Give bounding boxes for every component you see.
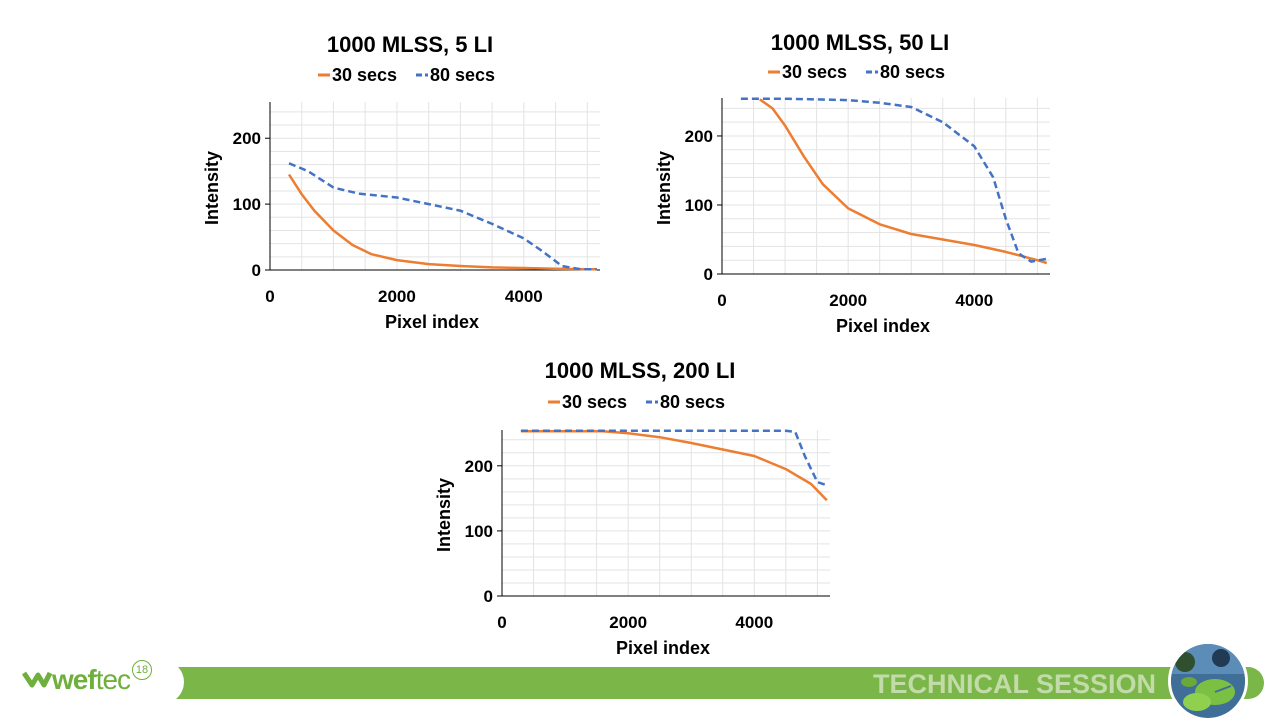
legend-label: 30 secs bbox=[562, 392, 627, 412]
y-tick-label: 200 bbox=[233, 129, 261, 148]
chart-title: 1000 MLSS, 50 LI bbox=[771, 30, 950, 55]
brand-name: weftec bbox=[52, 664, 131, 696]
y-tick-label: 100 bbox=[465, 522, 493, 541]
y-tick-label: 100 bbox=[685, 196, 713, 215]
x-axis-label: Pixel index bbox=[836, 316, 930, 336]
y-axis-label: Intensity bbox=[434, 478, 454, 552]
chart-title: 1000 MLSS, 200 LI bbox=[545, 358, 736, 383]
series-line-30-secs bbox=[287, 173, 597, 271]
x-tick-label: 0 bbox=[265, 287, 274, 306]
legend-label: 80 secs bbox=[880, 62, 945, 82]
x-tick-label: 4000 bbox=[955, 291, 993, 310]
legend-label: 30 secs bbox=[332, 65, 397, 85]
x-tick-label: 2000 bbox=[609, 613, 647, 632]
x-tick-label: 4000 bbox=[735, 613, 773, 632]
brand-main: wef bbox=[52, 664, 97, 695]
x-axis-label: Pixel index bbox=[616, 638, 710, 658]
y-axis-label: Intensity bbox=[202, 151, 222, 225]
y-tick-label: 0 bbox=[704, 265, 713, 284]
chart-legend: 30 secs 80 secs bbox=[318, 65, 495, 85]
chevron-logo-icon bbox=[22, 671, 52, 688]
lily-pad-image bbox=[1171, 644, 1245, 718]
footer-bar bbox=[14, 667, 1264, 699]
chart-grid bbox=[722, 98, 1050, 274]
series-line-30-secs bbox=[759, 98, 1048, 265]
chart-50li: 1000 MLSS, 50 LI 30 secs 80 secs 0 100 200 0 20… bbox=[640, 18, 1070, 338]
chart-5li: 1000 MLSS, 5 LI 30 secs 80 secs 0 100 200 0 200… bbox=[190, 20, 620, 340]
x-tick-label: 2000 bbox=[829, 291, 867, 310]
x-axis-label: Pixel index bbox=[385, 312, 479, 332]
legend-label: 80 secs bbox=[430, 65, 495, 85]
chart-legend: 30 secs 80 secs bbox=[768, 62, 945, 82]
y-tick-label: 200 bbox=[465, 457, 493, 476]
x-tick-label: 2000 bbox=[378, 287, 416, 306]
y-tick-label: 100 bbox=[233, 195, 261, 214]
series-line-80-secs bbox=[520, 429, 828, 487]
brand-thin: tec bbox=[95, 664, 131, 695]
y-axis-label: Intensity bbox=[654, 151, 674, 225]
x-tick-label: 0 bbox=[497, 613, 506, 632]
chart-grid bbox=[270, 102, 600, 270]
chart-title: 1000 MLSS, 5 LI bbox=[327, 32, 493, 57]
y-tick-label: 200 bbox=[685, 127, 713, 146]
y-tick-label: 0 bbox=[484, 587, 493, 606]
chart-grid bbox=[502, 430, 830, 596]
brand-year: 18 bbox=[132, 660, 153, 680]
legend-label: 80 secs bbox=[660, 392, 725, 412]
chart-legend: 30 secs 80 secs bbox=[548, 392, 725, 412]
session-label: TECHNICAL SESSION bbox=[872, 669, 1156, 699]
x-tick-label: 4000 bbox=[505, 287, 543, 306]
series-line-80-secs bbox=[288, 162, 597, 271]
legend-label: 30 secs bbox=[782, 62, 847, 82]
lily-pad-photo bbox=[1168, 641, 1248, 721]
weftec-logo: weftec 18 bbox=[22, 660, 153, 698]
y-tick-label: 0 bbox=[252, 261, 261, 280]
x-tick-label: 0 bbox=[717, 291, 726, 310]
chart-200li: 1000 MLSS, 200 LI 30 secs 80 secs 0 100 200 0 2… bbox=[420, 350, 850, 660]
series-line-80-secs bbox=[740, 97, 1048, 263]
